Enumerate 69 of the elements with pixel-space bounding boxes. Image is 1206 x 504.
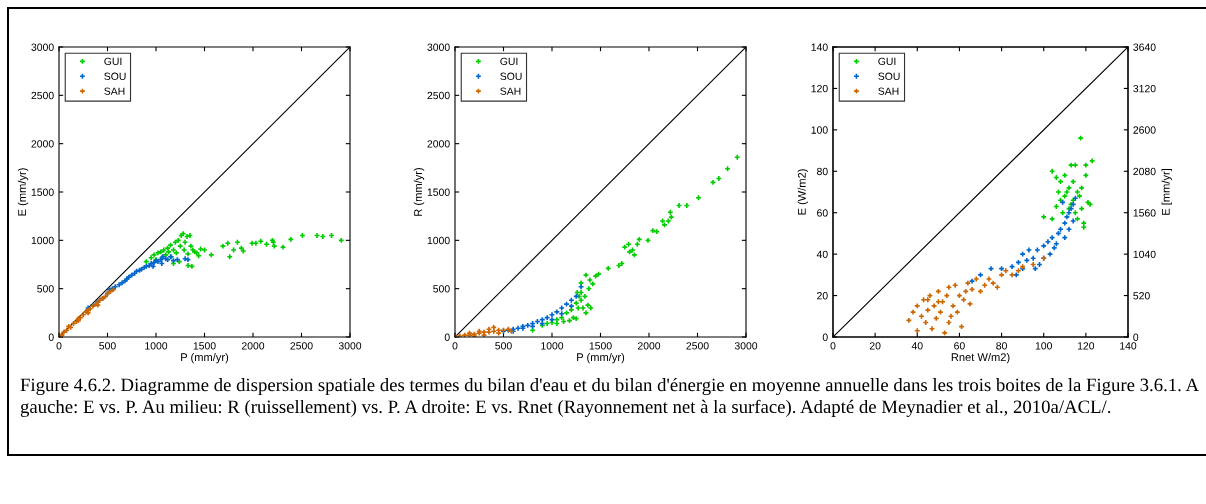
x-tick-label: 80 — [996, 342, 1007, 350]
y2-tick-label: 2080 — [1133, 167, 1156, 176]
y-tick-label: 3000 — [427, 43, 450, 51]
y2-tick-label: 1040 — [1133, 250, 1156, 259]
y2-tick-label: 3640 — [1133, 43, 1156, 51]
y-tick-label: 500 — [433, 285, 450, 293]
y-tick-label: 3000 — [31, 43, 54, 51]
legend-label: GUI — [878, 57, 896, 66]
x-tick-label: 2500 — [686, 342, 709, 350]
x-tick-label: 100 — [1035, 342, 1052, 350]
legend-label: SOU — [500, 72, 522, 80]
y-tick-label: 60 — [817, 209, 828, 217]
y-tick-label: 140 — [811, 43, 828, 51]
x-tick-label: 0 — [830, 342, 836, 350]
y-tick-label: 20 — [817, 292, 828, 300]
x-tick-label: 0 — [452, 342, 458, 350]
x-tick-label: 40 — [911, 342, 923, 350]
y-tick-label: 1000 — [31, 236, 54, 245]
x-tick-label: 1500 — [589, 342, 612, 350]
y-tick-label: 1500 — [427, 188, 450, 196]
legend-label: SAH — [104, 87, 125, 95]
y-tick-label: 2500 — [427, 91, 450, 100]
caption: Figure 4.6.2. Diagramme de dispersion spatiale des termes du bilan d'eau et du bilan d'énergie en moyenne annuelle dans les trois boites de la Figure 3.6.1. A gauche: E vs. P. Au milieu: R (ruissellement) vs. P. A droite: E vs. Rnet (Rayonnement net à la surface). Adapté de Meynadier et al., 2010a/ACL/. — [20, 378, 1199, 417]
y-axis-title: E (mm/yr) — [17, 168, 29, 216]
x-tick-label: 500 — [495, 342, 512, 350]
x-tick-label: 20 — [869, 342, 881, 350]
y-tick-label: 1500 — [31, 188, 54, 196]
y-axis-title: R (mm/yr) — [413, 168, 425, 216]
x-tick-label: 500 — [99, 342, 116, 350]
x-tick-label: 3000 — [734, 342, 758, 350]
y-tick-label: 100 — [811, 126, 828, 134]
x-tick-label: 2000 — [637, 342, 661, 350]
y2-tick-label: 520 — [1133, 292, 1150, 300]
x-tick-label: 3000 — [338, 342, 362, 350]
y-tick-label: 0 — [48, 333, 54, 341]
y-tick-label: 0 — [822, 333, 828, 341]
y-tick-label: 500 — [37, 285, 54, 293]
x-axis-title: P (mm/yr) — [577, 352, 625, 364]
y-tick-label: 120 — [811, 84, 828, 93]
x-tick-label: 140 — [1120, 342, 1137, 350]
legend-label: GUI — [500, 57, 518, 66]
x-tick-label: 1500 — [193, 342, 216, 350]
y2-tick-label: 1560 — [1133, 209, 1156, 217]
y2-tick-label: 0 — [1133, 333, 1139, 341]
y-tick-label: 1000 — [427, 236, 450, 245]
y-axis-title: E (W/m2) — [797, 169, 808, 215]
legend-label: GUI — [104, 57, 122, 66]
x-tick-label: 0 — [56, 342, 62, 350]
y-tick-label: 2000 — [31, 140, 54, 148]
x-tick-label: 2500 — [290, 342, 313, 350]
y-tick-label: 2500 — [31, 91, 54, 100]
legend-label: SAH — [500, 87, 521, 95]
y2-axis-title: E [mm/yr] — [1161, 169, 1172, 215]
x-axis-title: P (mm/yr) — [181, 352, 229, 364]
legend-label: SOU — [104, 72, 126, 80]
x-tick-label: 2000 — [241, 342, 265, 350]
x-tick-label: 60 — [954, 342, 965, 350]
x-axis-title: Rnet W/m2) — [951, 352, 1010, 364]
y2-tick-label: 2600 — [1133, 126, 1156, 134]
legend-label: SOU — [878, 72, 900, 80]
y2-tick-label: 3120 — [1133, 84, 1156, 93]
y-tick-label: 0 — [444, 333, 450, 341]
x-tick-label: 120 — [1077, 342, 1095, 350]
y-tick-label: 80 — [817, 167, 828, 176]
x-tick-label: 1000 — [145, 342, 168, 350]
x-tick-label: 1000 — [541, 342, 564, 350]
y-tick-label: 2000 — [427, 140, 450, 148]
legend-label: SAH — [878, 87, 899, 95]
y-tick-label: 40 — [816, 250, 828, 259]
